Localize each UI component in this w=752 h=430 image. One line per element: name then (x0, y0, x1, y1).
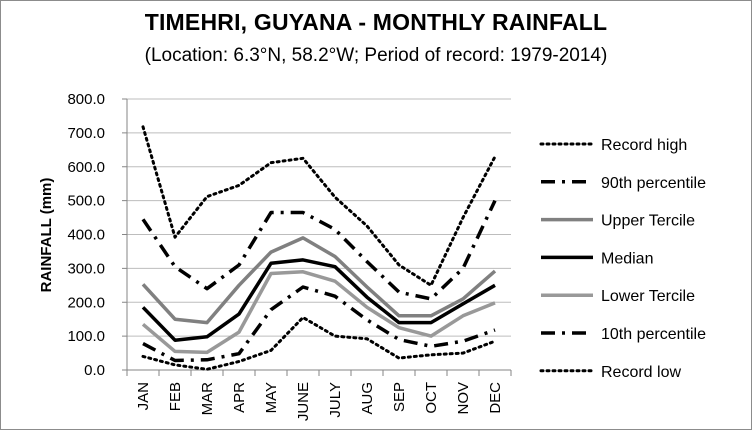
y-tick-label: 100.0 (67, 328, 105, 345)
legend-label: Lower Tercile (601, 288, 695, 305)
series-line-5 (142, 285, 496, 363)
legend-label: Record low (601, 364, 681, 381)
y-tick-label: 600.0 (67, 159, 105, 176)
series-line-1 (141, 199, 497, 301)
series-line-4 (141, 270, 496, 355)
chart-title: TIMEHRI, GUYANA - MONTHLY RAINFALL (144, 9, 608, 35)
series-line-6 (141, 316, 497, 371)
x-tick-label: JUNE (295, 382, 312, 421)
legend-label: Upper Tercile (601, 213, 695, 230)
y-tick-label: 200.0 (67, 294, 105, 311)
series-line-0 (141, 125, 497, 287)
x-tick-label: JAN (135, 382, 152, 410)
y-tick-label: 300.0 (67, 260, 105, 277)
x-tick-label: MAY (263, 382, 280, 413)
x-tick-label: MAR (199, 382, 216, 416)
legend-label: Median (601, 250, 653, 267)
x-tick-label: FEB (167, 382, 184, 411)
y-tick-label: 800.0 (67, 91, 105, 108)
x-tick-label: NOV (455, 382, 472, 415)
x-tick-label: AUG (359, 382, 376, 415)
legend-label: 10th percentile (601, 326, 706, 343)
x-tick-label: APR (231, 382, 248, 413)
legend-label: Record high (601, 137, 687, 154)
legend-label: 90th percentile (601, 175, 706, 192)
y-tick-label: 500.0 (67, 193, 105, 210)
series-line-3 (141, 258, 496, 342)
x-tick-label: SEP (391, 382, 408, 412)
x-tick-label: JULY (327, 382, 344, 418)
y-tick-label: 0.0 (84, 362, 105, 379)
y-tick-label: 700.0 (67, 125, 105, 142)
x-tick-label: OCT (423, 382, 440, 414)
x-tick-label: DEC (487, 382, 504, 414)
chart-subtitle: (Location: 6.3°N, 58.2°W; Period of reco… (144, 45, 608, 66)
y-axis-label: RAINFALL (mm) (38, 178, 55, 293)
y-tick-label: 400.0 (67, 227, 105, 244)
series-line-2 (141, 236, 497, 325)
